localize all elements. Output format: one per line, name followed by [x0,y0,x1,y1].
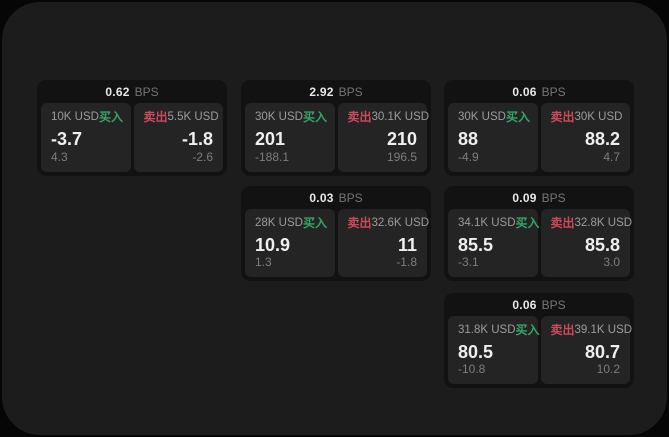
sell-tile[interactable]: 卖出 39.1K USD 80.7 10.2 [540,316,633,384]
buy-tile[interactable]: 34.1K USD 买入 85.5 -3.1 [448,209,540,277]
sell-price: 88.2 [584,129,620,149]
bps-unit-label: BPS [541,297,566,312]
card-header: 0.03 BPS [245,186,427,209]
buy-price: 80.5 [458,342,494,362]
sell-label: 卖出 [550,323,575,337]
sell-delta: 10.2 [596,362,620,376]
sell-tile[interactable]: 卖出 32.6K USD 11 -1.8 [337,209,430,277]
buy-tile[interactable]: 30K USD 买入 88 -4.9 [448,103,538,172]
bps-unit-label: BPS [338,84,363,99]
buy-delta: 4.3 [51,150,68,164]
quote-card[interactable]: 0.06 BPS 31.8K USD 买入 80.5 -10.8 卖出 39.1… [444,293,634,388]
card-header: 0.06 BPS [448,293,630,316]
quote-card[interactable]: 0.03 BPS 28K USD 买入 10.9 1.3 卖出 32.6K US… [241,186,431,281]
sell-tile[interactable]: 卖出 32.8K USD 85.8 3.0 [540,209,633,277]
buy-price: 10.9 [255,235,291,255]
buy-amount: 30K USD [458,111,506,123]
buy-price: 201 [255,129,286,149]
sell-amount: 32.8K USD [574,217,633,229]
buy-delta: 1.3 [255,255,272,269]
sell-tile[interactable]: 卖出 5.5K USD -1.8 -2.6 [133,103,223,172]
buy-label: 买入 [505,110,530,124]
buy-amount: 10K USD [51,111,99,123]
buy-amount: 28K USD [255,217,303,229]
bps-value: 0.06 [512,84,537,99]
bps-unit-label: BPS [338,190,363,205]
card-header: 0.62 BPS [41,80,223,103]
bps-unit-label: BPS [134,84,159,99]
sell-price: 210 [386,129,417,149]
sell-delta: -1.8 [396,255,417,269]
bps-value: 0.03 [309,190,334,205]
buy-price: -3.7 [51,129,83,149]
buy-delta: -10.8 [458,362,486,376]
sell-label: 卖出 [550,110,575,124]
sell-price: 85.8 [584,235,620,255]
sell-label: 卖出 [347,110,372,124]
buy-price: 88 [458,129,479,149]
bps-value: 2.92 [309,84,334,99]
bps-unit-label: BPS [541,190,566,205]
buy-delta: -188.1 [255,150,290,164]
buy-amount: 31.8K USD [458,324,516,336]
buy-label: 买入 [302,110,327,124]
buy-label: 买入 [515,323,540,337]
card-header: 0.09 BPS [448,186,630,209]
sell-amount: 30K USD [574,111,623,123]
sell-delta: 3.0 [603,255,620,269]
card-header: 0.06 BPS [448,80,630,103]
sell-price: -1.8 [181,129,213,149]
buy-amount: 34.1K USD [458,217,516,229]
buy-label: 买入 [98,110,123,124]
buy-tile[interactable]: 10K USD 买入 -3.7 4.3 [41,103,131,172]
sell-tile[interactable]: 卖出 30.1K USD 210 196.5 [337,103,430,172]
buy-tile[interactable]: 30K USD 买入 201 -188.1 [245,103,335,172]
sell-label: 卖出 [143,110,168,124]
bps-value: 0.06 [512,297,537,312]
sell-amount: 5.5K USD [167,111,219,123]
sell-delta: 196.5 [386,150,417,164]
sell-delta: 4.7 [603,150,620,164]
buy-tile[interactable]: 28K USD 买入 10.9 1.3 [245,209,335,277]
quote-card[interactable]: 0.09 BPS 34.1K USD 买入 85.5 -3.1 卖出 32.8K… [444,186,634,281]
quote-card[interactable]: 2.92 BPS 30K USD 买入 201 -188.1 卖出 30.1K … [241,80,431,176]
buy-tile[interactable]: 31.8K USD 买入 80.5 -10.8 [448,316,540,384]
card-header: 2.92 BPS [245,80,427,103]
buy-delta: -3.1 [458,255,479,269]
sell-label: 卖出 [550,216,575,230]
buy-label: 买入 [515,216,540,230]
buy-price: 85.5 [458,235,494,255]
buy-delta: -4.9 [458,150,479,164]
bps-value: 0.09 [512,190,537,205]
sell-label: 卖出 [347,216,372,230]
sell-price: 80.7 [584,342,620,362]
bps-unit-label: BPS [541,84,566,99]
sell-amount: 32.6K USD [371,217,430,229]
bps-value: 0.62 [105,84,130,99]
sell-amount: 39.1K USD [574,324,633,336]
quote-card[interactable]: 0.06 BPS 30K USD 买入 88 -4.9 卖出 30K USD 8… [444,80,634,176]
sell-amount: 30.1K USD [371,111,430,123]
sell-delta: -2.6 [192,150,213,164]
sell-tile[interactable]: 卖出 30K USD 88.2 4.7 [540,103,630,172]
buy-amount: 30K USD [255,111,303,123]
quote-card[interactable]: 0.62 BPS 10K USD 买入 -3.7 4.3 卖出 5.5K USD… [37,80,227,176]
sell-price: 11 [397,235,417,255]
buy-label: 买入 [302,216,327,230]
